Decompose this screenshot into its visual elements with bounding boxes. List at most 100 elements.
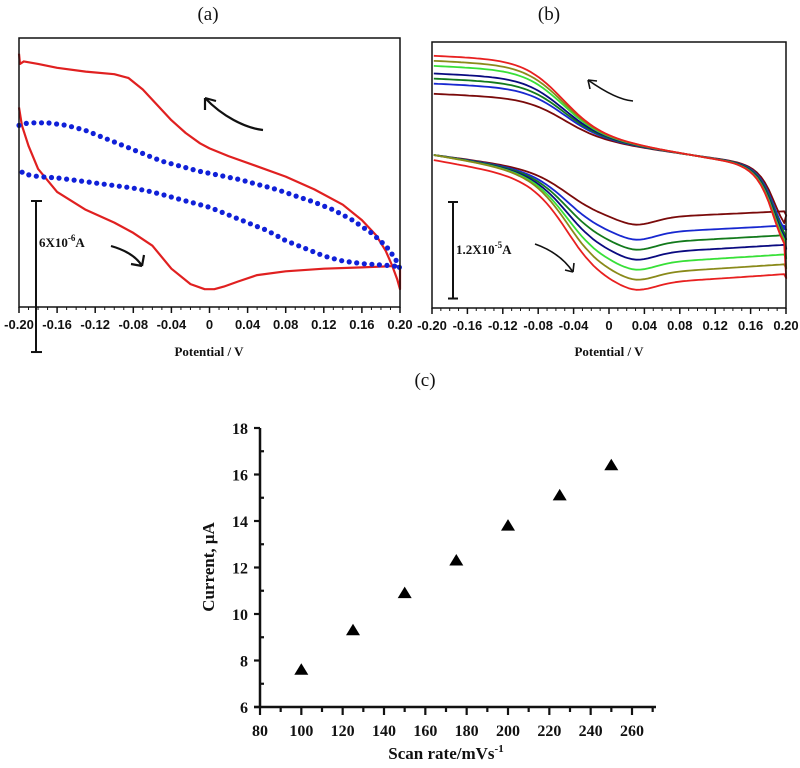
panel-a-data-point: [139, 187, 145, 193]
panel-a-data-point: [339, 258, 345, 264]
panel-a-data-point: [240, 218, 246, 224]
panel-a-data-point: [293, 193, 299, 199]
panel-a-data-point: [86, 179, 92, 185]
panel-c-data-point: [501, 519, 515, 531]
panel-c-data-point: [397, 586, 412, 599]
panel-a-data-point: [26, 172, 32, 178]
panel-a-data-point: [393, 257, 399, 263]
panel-a-series: [16, 53, 402, 291]
panel-a-data-point: [374, 234, 380, 241]
panel-a-data-point: [331, 256, 337, 262]
panel-a-x-tick-label: 0.04: [235, 317, 261, 332]
panel-a-data-point: [242, 178, 248, 184]
panel-a-data-point: [147, 153, 153, 159]
panel-c-x-tick-label: 120: [331, 723, 355, 740]
panel-c-x-tick-label: 80: [252, 723, 268, 740]
panel-a-x-tick-label: 0.20: [387, 317, 412, 332]
panel-a-data-point: [109, 182, 115, 188]
panel-b-x-tick-label: -0.20: [417, 318, 447, 333]
panel-a-x-tick-label: -0.12: [80, 317, 110, 332]
panel-a-data-point: [296, 243, 302, 249]
panel-a-data-point: [275, 233, 281, 239]
panel-a-data-point: [168, 161, 174, 167]
panel-a-data-point: [205, 204, 211, 210]
panel-a-data-point: [324, 254, 330, 260]
panel-c-points: [294, 458, 619, 675]
panel-a-data-point: [190, 167, 196, 173]
panel-a-data-point: [175, 163, 182, 169]
panel-a-data-point: [322, 203, 328, 209]
panel-a-data-point: [249, 180, 255, 186]
panel-b: (b) -0.20 -0.16 -0.12 -0.08 -0.04 0 0.04 0.08 0.…: [417, 4, 798, 359]
panel-a-data-point: [54, 121, 60, 127]
panel-a-data-point: [125, 145, 132, 151]
panel-a-x-axis-title: Potential / V: [174, 344, 244, 359]
panel-a-data-point: [286, 191, 292, 197]
panel-c-x-tick-label: 100: [289, 723, 313, 740]
panel-a-data-point: [205, 170, 211, 176]
panel-a-scale-bar: 6X10-6A: [31, 200, 85, 354]
panel-c-data-point: [604, 458, 619, 471]
panel-a-data-point: [264, 184, 270, 190]
panel-a-data-point: [368, 229, 374, 236]
panel-a-data-point: [329, 206, 335, 212]
panel-c-y-tick-label: 16: [232, 468, 248, 485]
panel-a-data-point: [64, 176, 70, 182]
panel-a-data-point: [146, 188, 152, 194]
panel-a-data-point: [220, 173, 226, 179]
panel-a-anodic-arrow: [203, 96, 264, 132]
panel-a-data-point: [212, 206, 218, 213]
panel-a-data-point: [131, 185, 137, 191]
panel-a-data-point: [161, 192, 167, 198]
panel-a-data-point: [317, 251, 323, 257]
panel-b-x-axis-title: Potential / V: [574, 344, 644, 359]
panel-a-data-point: [300, 195, 306, 202]
panel-a-data-point: [76, 126, 82, 132]
electrode-cv-red: [17, 53, 402, 291]
panel-a-data-point: [161, 159, 167, 165]
panel-a-data-point: [116, 183, 122, 189]
panel-c-x-tick-label: 200: [496, 723, 520, 740]
panel-a-scale-label: 6X10-6A: [39, 233, 85, 250]
panel-a-data-point: [247, 221, 253, 227]
panel-a-data-point: [282, 237, 288, 243]
panel-a-data-point: [219, 209, 225, 215]
panel-a-data-point: [335, 210, 342, 216]
panel-a-data-point: [183, 198, 189, 204]
panel-b-x-tick-label: -0.12: [488, 318, 518, 333]
panel-a-x-tick-label: -0.20: [4, 317, 34, 332]
panel-a-x-tick-label: 0.08: [273, 317, 298, 332]
panel-a-x-tick-label: 0.12: [311, 317, 336, 332]
panel-a-data-point: [183, 165, 189, 171]
panel-b-cathodic-arrow: [534, 243, 575, 273]
panel-a-data-point: [168, 194, 174, 200]
panel-c-x-ticks: 80 100 120 140 160 180 200 220 240 260: [252, 707, 654, 740]
panel-a-data-point: [384, 262, 390, 268]
panel-a-data-point: [71, 177, 77, 183]
panel-a-x-ticks: -0.20 -0.16 -0.12 -0.08 -0.04 0 0.04 0.08 0.12 0.…: [4, 307, 413, 332]
panel-a-data-point: [90, 130, 96, 137]
panel-c-label: (c): [414, 370, 435, 391]
panel-a-data-point: [233, 215, 239, 221]
panel-c-data-point: [346, 623, 360, 636]
panel-a-data-point: [315, 200, 321, 207]
panel-a-data-point: [279, 188, 285, 194]
panel-b-x-tick-label: -0.08: [523, 318, 553, 333]
panel-a-data-point: [94, 180, 100, 186]
panel-a-data-point: [361, 261, 367, 267]
panel-a-data-point: [268, 230, 274, 236]
panel-a-data-point: [376, 262, 382, 268]
panel-c-y-tick-label: 10: [232, 607, 248, 624]
panel-a-data-point: [56, 175, 62, 181]
panel-a-data-point: [369, 261, 375, 267]
panel-a-data-point: [392, 263, 398, 269]
panel-a-data-point: [257, 182, 263, 188]
panel-a-data-point: [346, 259, 352, 265]
panel-a-data-point: [354, 260, 360, 266]
panel-a-data-point: [176, 196, 182, 202]
panel-a-data-point: [48, 174, 55, 181]
panel-b-scale-bar: 1.2X10-5A: [448, 201, 512, 300]
panel-a-cathodic-arrow: [110, 244, 146, 268]
panel-a-data-point: [97, 133, 103, 139]
panel-a-data-point: [289, 240, 295, 246]
